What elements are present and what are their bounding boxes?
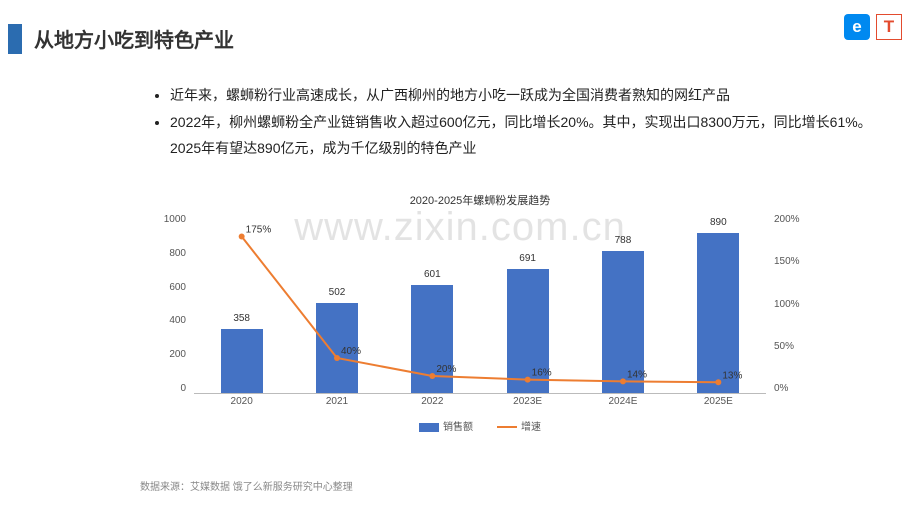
chart-title: 2020-2025年螺蛳粉发展趋势 [160, 192, 800, 208]
eleme-logo-icon: e [844, 14, 870, 40]
svg-text:16%: 16% [532, 368, 552, 379]
bullet-item: 2022年，柳州螺蛳粉全产业链销售收入超过600亿元，同比增长20%。其中，实现… [170, 109, 880, 162]
chart-plot: 02004006008001000 0%50%100%150%200% 3585… [160, 214, 800, 414]
t-logo-icon: T [876, 14, 902, 40]
title-accent-bar [8, 24, 22, 54]
x-tick-label: 2021 [307, 396, 367, 414]
legend-line: 增速 [497, 418, 541, 433]
chart-container: 2020-2025年螺蛳粉发展趋势 02004006008001000 0%50… [160, 192, 800, 452]
logo-group: e T [844, 14, 902, 40]
x-tick-label: 2023E [498, 396, 558, 414]
svg-text:20%: 20% [436, 364, 456, 375]
svg-text:175%: 175% [246, 225, 272, 236]
chart-legend: 销售额 增速 [160, 418, 800, 433]
y-axis-left: 02004006008001000 [152, 214, 186, 394]
x-tick-label: 2020 [212, 396, 272, 414]
svg-text:40%: 40% [341, 346, 361, 357]
y-axis-right: 0%50%100%150%200% [774, 214, 808, 394]
slide-title: 从地方小吃到特色产业 [34, 24, 234, 53]
x-tick-label: 2022 [402, 396, 462, 414]
x-axis-labels: 2020 2021 2022 2023E 2024E 2025E [194, 396, 766, 414]
bullet-item: 近年来，螺蛳粉行业高速成长，从广西柳州的地方小吃一跃成为全国消费者熟知的网红产品 [170, 82, 880, 109]
slide-header: 从地方小吃到特色产业 e T [0, 0, 920, 60]
line-overlay: 175% 40% 20% 16% 14% 13% [194, 214, 766, 394]
svg-text:13%: 13% [722, 370, 742, 381]
svg-text:14%: 14% [627, 369, 647, 380]
bullet-list: 近年来，螺蛳粉行业高速成长，从广西柳州的地方小吃一跃成为全国消费者熟知的网红产品… [150, 82, 880, 162]
x-tick-label: 2024E [593, 396, 653, 414]
data-source-note: 数据来源：艾媒数据 饿了么新服务研究中心整理 [140, 478, 353, 493]
x-tick-label: 2025E [688, 396, 748, 414]
legend-bar: 销售额 [419, 418, 473, 433]
